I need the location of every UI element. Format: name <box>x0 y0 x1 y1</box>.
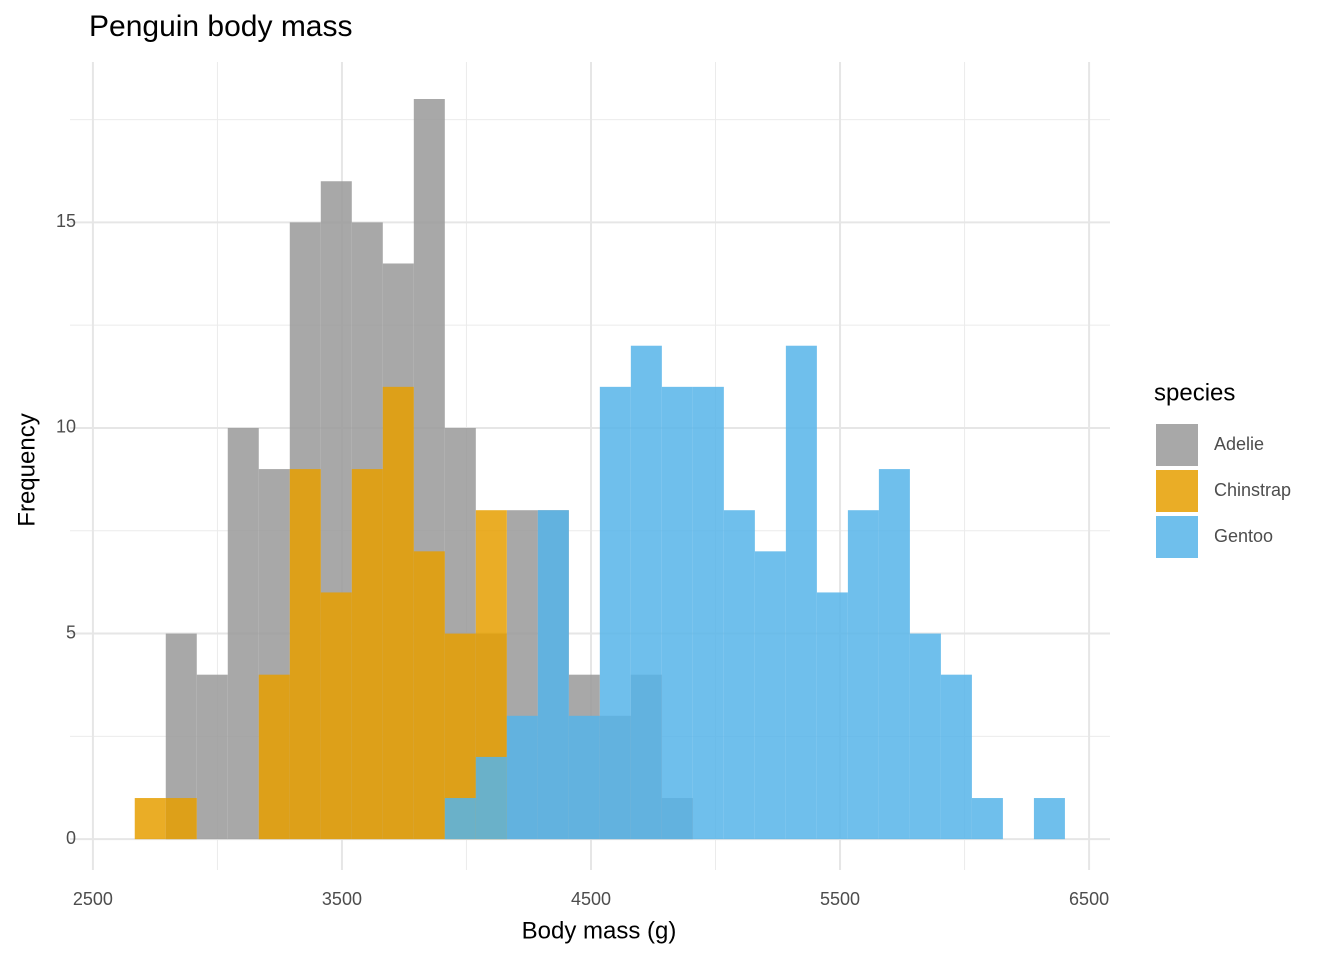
legend-swatch <box>1156 516 1198 558</box>
x-tick-label: 2500 <box>73 889 113 909</box>
bar <box>909 633 941 840</box>
x-tick-label: 3500 <box>322 889 362 909</box>
bar <box>1033 798 1065 840</box>
bar <box>785 345 817 840</box>
bar <box>599 386 631 840</box>
bar <box>630 345 662 840</box>
bar <box>940 674 972 840</box>
legend-swatch <box>1156 424 1198 466</box>
bar <box>506 715 538 840</box>
y-tick-label: 15 <box>56 211 76 231</box>
x-tick-label: 6500 <box>1069 889 1109 909</box>
bar <box>196 674 228 840</box>
bar <box>754 551 786 840</box>
bar <box>475 756 507 840</box>
bar <box>165 798 197 840</box>
bar <box>723 510 755 840</box>
bar <box>351 469 383 840</box>
y-tick-label: 0 <box>66 828 76 848</box>
bar <box>537 510 569 840</box>
legend-label: Adelie <box>1214 434 1264 454</box>
bar <box>382 386 414 840</box>
bar <box>568 715 600 840</box>
x-tick-label: 5500 <box>820 889 860 909</box>
bar <box>847 510 879 840</box>
bar <box>878 469 910 840</box>
bar <box>134 798 166 840</box>
bar <box>320 592 352 840</box>
legend-label: Gentoo <box>1214 526 1273 546</box>
legend-swatch <box>1156 470 1198 512</box>
bar <box>692 386 724 840</box>
x-axis-label: Body mass (g) <box>522 917 677 944</box>
y-tick-label: 5 <box>66 622 76 642</box>
bar <box>971 798 1003 840</box>
x-tick-label: 4500 <box>571 889 611 909</box>
y-tick-label: 10 <box>56 417 76 437</box>
y-axis-label: Frequency <box>13 413 40 526</box>
bar <box>227 427 259 840</box>
legend-title: species <box>1154 379 1235 406</box>
bar <box>661 386 693 840</box>
bar <box>289 469 321 840</box>
bar <box>816 592 848 840</box>
chart-title: Penguin body mass <box>89 10 353 43</box>
bar <box>258 674 290 840</box>
bar <box>413 551 445 840</box>
bar <box>444 798 476 840</box>
legend-label: Chinstrap <box>1214 480 1291 500</box>
